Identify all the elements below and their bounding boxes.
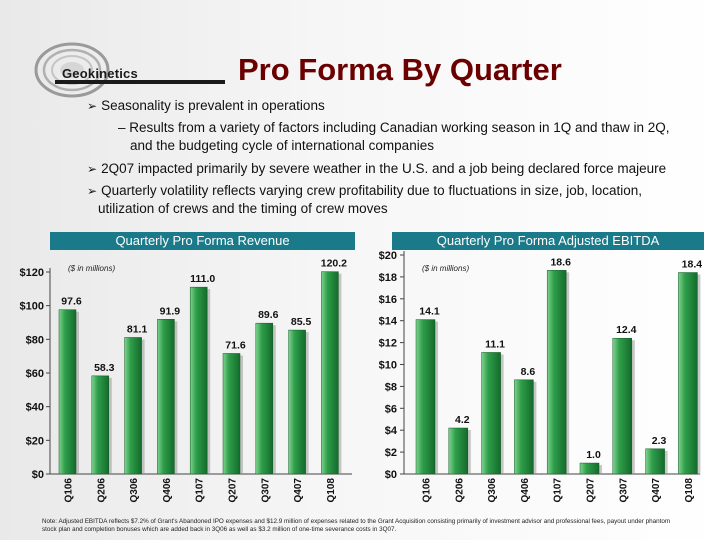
logo-emblem bbox=[34, 42, 110, 98]
ebitda-y-tick-label: $20 bbox=[379, 250, 397, 262]
title-underline bbox=[55, 80, 225, 84]
revenue-unit-note: ($ in millions) bbox=[68, 264, 115, 273]
revenue-value-label: 58.3 bbox=[94, 362, 115, 374]
ebitda-category-label: Q207 bbox=[586, 478, 597, 503]
revenue-bar bbox=[321, 271, 339, 475]
revenue-bar bbox=[222, 353, 241, 475]
ebitda-y-tick-label: $6 bbox=[385, 403, 397, 415]
revenue-bar bbox=[124, 337, 142, 475]
revenue-value-label: 91.9 bbox=[160, 305, 181, 317]
ebitda-value-label: 4.2 bbox=[455, 414, 470, 426]
revenue-chart-title: Quarterly Pro Forma Revenue bbox=[50, 232, 355, 250]
revenue-bar bbox=[58, 309, 77, 475]
ebitda-category-label: Q206 bbox=[454, 478, 465, 503]
ebitda-category-label: Q406 bbox=[520, 478, 531, 503]
ebitda-value-label: 14.1 bbox=[419, 306, 440, 318]
bullet-text: Quarterly volatility reflects varying cr… bbox=[101, 183, 643, 198]
ebitda-value-label: 1.0 bbox=[586, 449, 601, 461]
revenue-bar bbox=[288, 329, 306, 475]
revenue-category-label: Q108 bbox=[326, 478, 337, 503]
arrow-bullet-icon: ➢ bbox=[87, 162, 98, 176]
bullet-2q07: ➢ 2Q07 impacted primarily by severe weath… bbox=[87, 160, 666, 178]
ebitda-value-label: 18.6 bbox=[550, 256, 571, 268]
ebitda-y-tick-label: $14 bbox=[379, 316, 398, 328]
ebitda-value-label: 12.4 bbox=[616, 324, 637, 336]
revenue-bar bbox=[91, 375, 110, 475]
sub-bullet-factors: – Results from a variety of factors incl… bbox=[118, 119, 698, 155]
ebitda-y-tick-label: $8 bbox=[385, 381, 397, 393]
bullet-seasonality: ➢ Seasonality is prevalent in operations bbox=[87, 97, 325, 115]
revenue-value-label: 85.5 bbox=[291, 316, 312, 328]
revenue-value-label: 71.6 bbox=[225, 339, 246, 351]
revenue-category-label: Q306 bbox=[129, 478, 140, 503]
ebitda-category-label: Q107 bbox=[553, 478, 564, 503]
ebitda-y-tick-label: $0 bbox=[385, 469, 397, 481]
bullet-text-continued: utilization of crews and the timing of c… bbox=[98, 201, 388, 216]
revenue-y-tick-label: $100 bbox=[20, 301, 44, 313]
revenue-bar bbox=[255, 322, 274, 475]
revenue-y-tick-label: $20 bbox=[26, 435, 44, 447]
revenue-category-label: Q406 bbox=[162, 478, 173, 503]
ebitda-bar bbox=[514, 379, 534, 475]
ebitda-chart-title: Quarterly Pro Forma Adjusted EBITDA bbox=[392, 232, 704, 250]
ebitda-bar bbox=[612, 337, 633, 475]
ebitda-value-label: 8.6 bbox=[521, 366, 536, 378]
ebitda-y-tick-label: $10 bbox=[379, 360, 397, 372]
ebitda-bar bbox=[678, 272, 698, 475]
ebitda-bar bbox=[415, 319, 436, 475]
revenue-y-tick-label: $120 bbox=[20, 267, 44, 279]
ebitda-category-label: Q307 bbox=[618, 478, 629, 503]
arrow-bullet-icon: ➢ bbox=[87, 184, 98, 198]
page-title: Pro Forma By Quarter bbox=[238, 52, 562, 87]
ebitda-value-label: 18.4 bbox=[682, 259, 703, 271]
ebitda-unit-note: ($ in millions) bbox=[422, 264, 469, 273]
bullet-volatility: ➢ Quarterly volatility reflects varying c… bbox=[87, 182, 697, 218]
revenue-value-label: 97.6 bbox=[61, 296, 82, 308]
revenue-y-tick-label: $0 bbox=[32, 469, 44, 481]
ebitda-y-tick-label: $2 bbox=[385, 447, 397, 459]
ebitda-category-label: Q407 bbox=[651, 478, 662, 503]
revenue-value-label: 81.1 bbox=[127, 323, 148, 335]
logo-text: Geokinetics bbox=[62, 66, 138, 81]
revenue-category-label: Q106 bbox=[64, 478, 75, 503]
revenue-value-label: 120.2 bbox=[321, 258, 347, 270]
arrow-bullet-icon: ➢ bbox=[87, 99, 98, 113]
ebitda-value-label: 2.3 bbox=[652, 435, 667, 447]
ebitda-category-label: Q106 bbox=[422, 478, 433, 503]
ebitda-y-tick-label: $18 bbox=[379, 272, 397, 284]
revenue-category-label: Q307 bbox=[260, 478, 271, 503]
revenue-y-tick-label: $80 bbox=[26, 334, 44, 346]
revenue-category-label: Q207 bbox=[228, 478, 239, 503]
ebitda-value-label: 11.1 bbox=[485, 338, 505, 350]
sub-bullet-line-1: – Results from a variety of factors incl… bbox=[118, 120, 670, 135]
bullet-text: Seasonality is prevalent in operations bbox=[101, 98, 325, 113]
revenue-category-label: Q107 bbox=[195, 478, 206, 503]
ebitda-bar bbox=[448, 427, 469, 475]
footnote: Note: Adjusted EBITDA reflects $7.2% of … bbox=[42, 518, 671, 533]
revenue-value-label: 111.0 bbox=[190, 273, 215, 285]
ebitda-bar bbox=[579, 462, 600, 475]
ebitda-y-tick-label: $16 bbox=[379, 294, 397, 306]
ebitda-bar bbox=[645, 448, 665, 475]
ebitda-bar bbox=[546, 270, 567, 475]
ebitda-bar bbox=[481, 352, 501, 475]
ebitda-category-label: Q108 bbox=[684, 478, 695, 503]
sub-bullet-line-2: and the budgeting cycle of international… bbox=[130, 138, 434, 153]
ebitda-category-label: Q306 bbox=[487, 478, 498, 503]
ebitda-y-tick-label: $12 bbox=[379, 338, 397, 350]
revenue-y-tick-label: $60 bbox=[26, 368, 44, 380]
revenue-category-label: Q407 bbox=[293, 478, 304, 503]
ebitda-y-tick-label: $4 bbox=[385, 425, 398, 437]
revenue-bar bbox=[189, 286, 208, 475]
revenue-bar bbox=[157, 319, 175, 475]
revenue-value-label: 89.6 bbox=[258, 309, 279, 321]
revenue-category-label: Q206 bbox=[96, 478, 107, 503]
revenue-y-tick-label: $40 bbox=[26, 402, 44, 414]
bullet-text: 2Q07 impacted primarily by severe weathe… bbox=[101, 161, 667, 176]
